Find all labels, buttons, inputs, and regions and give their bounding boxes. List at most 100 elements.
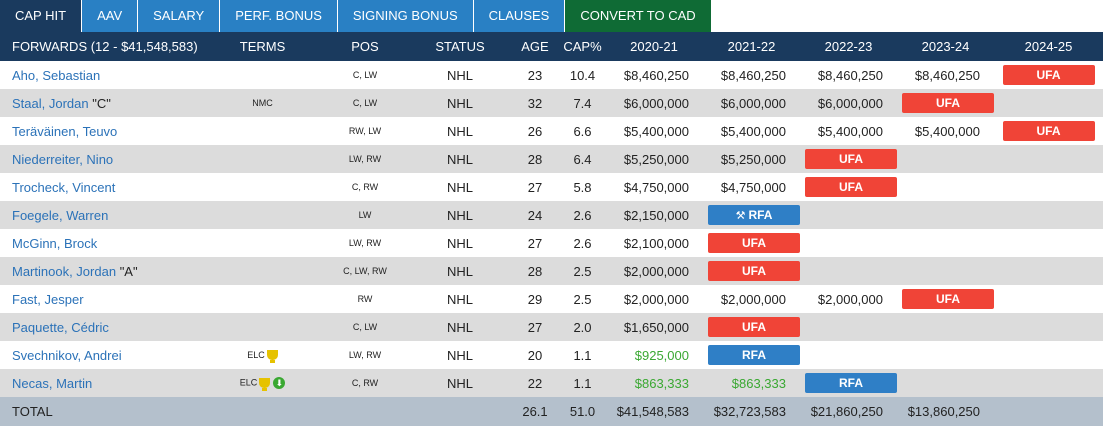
season-cell-empty (800, 229, 897, 257)
ufa-badge[interactable]: UFA (708, 317, 800, 337)
badge-label: RFA (742, 348, 766, 362)
season-cell-empty (994, 89, 1103, 117)
ufa-badge[interactable]: UFA (708, 233, 800, 253)
ufa-badge[interactable]: UFA (708, 261, 800, 281)
status-cell: NHL (446, 375, 473, 391)
trophy-icon (259, 378, 271, 391)
age-cell: 27 (527, 179, 543, 195)
position-cell: C, RW (351, 182, 379, 192)
ufa-badge[interactable]: UFA (805, 177, 897, 197)
tab-aav[interactable]: AAV (82, 0, 139, 32)
cap-percent-cell: 2.5 (573, 291, 592, 307)
player-name-link[interactable]: Fast, Jesper (12, 291, 84, 307)
season-cap-hit: $5,250,000 (720, 151, 786, 167)
player-name-link[interactable]: Teräväinen, Teuvo (12, 123, 118, 139)
season-cap-hit: $2,000,000 (623, 291, 689, 307)
badge-label: UFA (1036, 124, 1061, 138)
position-cell: RW, LW (348, 126, 382, 136)
position-cell: C, LW (352, 322, 378, 332)
table-row: Foegele, Warren LW NHL 24 2.6 $2,150,000 ⚒ RFA (0, 201, 1103, 229)
season-cell-empty (800, 201, 897, 229)
rfa-badge[interactable]: RFA (708, 345, 800, 365)
season-cap-hit: $5,400,000 (720, 123, 786, 139)
age-cell: 32 (527, 95, 543, 111)
tab-cap-hit[interactable]: CAP HIT (0, 0, 83, 32)
season-cap-hit: $4,750,000 (720, 179, 786, 195)
badge-label: RFA (748, 208, 773, 222)
column-header: 2022-23 (824, 39, 873, 54)
season-cell: UFA (703, 257, 800, 285)
status-cell: NHL (446, 179, 473, 195)
player-name-link[interactable]: Trocheck, Vincent (12, 179, 116, 195)
player-cell: Martinook, Jordan "A" (0, 257, 205, 285)
total-empty (205, 397, 320, 426)
player-name-link[interactable]: Staal, Jordan (12, 95, 89, 111)
badge-label: UFA (742, 236, 766, 250)
age-cell: 22 (527, 375, 543, 391)
season-cell: UFA (994, 117, 1103, 145)
table-row: Teräväinen, Teuvo RW, LW NHL 26 6.6 $5,400,00… (0, 117, 1103, 145)
season-cell-empty (994, 285, 1103, 313)
cap-percent-cell: 6.4 (573, 151, 592, 167)
season-cell: UFA (800, 173, 897, 201)
column-header: 2020-21 (630, 39, 678, 54)
total-season-cap-hit: $21,860,250 (810, 404, 883, 419)
column-header: 2024-25 (1024, 39, 1073, 54)
status-cell: NHL (446, 347, 473, 363)
table-row: Svechnikov, Andrei ELC LW, RW NHL 20 1.1 $925,… (0, 341, 1103, 369)
total-season-cap-hit (994, 397, 1103, 426)
status-cell: NHL (446, 123, 473, 139)
position-cell: C, LW (352, 70, 378, 80)
season-cell-empty (994, 229, 1103, 257)
status-cell: NHL (446, 95, 473, 111)
column-header: STATUS (435, 39, 485, 54)
player-name-link[interactable]: Martinook, Jordan (12, 263, 117, 279)
badge-label: UFA (1036, 68, 1061, 82)
ufa-badge[interactable]: UFA (1002, 65, 1095, 85)
season-cell-empty (800, 313, 897, 341)
player-name-link[interactable]: Niederreiter, Nino (12, 151, 114, 167)
trophy-icon (266, 350, 278, 364)
cap-percent-cell: 1.1 (573, 375, 592, 391)
ufa-badge[interactable]: UFA (1002, 121, 1095, 141)
season-cell-empty (994, 173, 1103, 201)
rfa-badge[interactable]: RFA (805, 373, 897, 393)
season-cap-hit: $2,100,000 (623, 235, 689, 251)
tab-signing-bonus[interactable]: SIGNING BONUS (337, 0, 474, 32)
season-cap-hit: $4,750,000 (623, 179, 689, 195)
badge-label: UFA (742, 264, 766, 278)
rfa-badge[interactable]: ⚒ RFA (708, 205, 800, 225)
tab-perf-bonus[interactable]: PERF. BONUS (220, 0, 338, 32)
season-cap-hit: $8,460,250 (720, 67, 786, 83)
season-cap-hit: $5,400,000 (914, 123, 980, 139)
column-header: 2023-24 (921, 39, 970, 54)
download-icon: ⬇ (273, 377, 286, 389)
tab-salary[interactable]: SALARY (138, 0, 221, 32)
terms-cell: ELC ⬇ (205, 369, 320, 397)
cap-percent-cell: 2.6 (573, 235, 592, 251)
season-cap-hit: $863,333 (634, 375, 689, 391)
season-cap-hit: $2,000,000 (720, 291, 786, 307)
table-row: McGinn, Brock LW, RW NHL 27 2.6 $2,100,000 UFA (0, 229, 1103, 257)
table-row: Paquette, Cédric C, LW NHL 27 2.0 $1,650,000 U… (0, 313, 1103, 341)
tab-convert-to-cad[interactable]: CONVERT TO CAD (565, 0, 712, 32)
player-name-link[interactable]: Svechnikov, Andrei (12, 347, 122, 363)
player-name-link[interactable]: Necas, Martin (12, 375, 93, 391)
player-name-link[interactable]: McGinn, Brock (12, 235, 98, 251)
player-cell: Foegele, Warren (0, 201, 205, 229)
season-cell-empty (897, 313, 994, 341)
season-cell-empty (897, 173, 994, 201)
ufa-badge[interactable]: UFA (902, 289, 994, 309)
ufa-badge[interactable]: UFA (902, 93, 994, 113)
table-row: Necas, Martin ELC ⬇ C, RW NHL 22 1.1 $863,333 $8… (0, 369, 1103, 397)
player-cell: Niederreiter, Nino (0, 145, 205, 173)
badge-label: UFA (742, 320, 766, 334)
player-name-link[interactable]: Paquette, Cédric (12, 319, 109, 335)
season-cell-empty (897, 229, 994, 257)
player-name-link[interactable]: Foegele, Warren (12, 207, 109, 223)
season-cap-hit: $1,650,000 (623, 319, 689, 335)
tab-clauses[interactable]: CLAUSES (473, 0, 566, 32)
season-cell: UFA (897, 89, 994, 117)
ufa-badge[interactable]: UFA (805, 149, 897, 169)
player-name-link[interactable]: Aho, Sebastian (12, 67, 101, 83)
